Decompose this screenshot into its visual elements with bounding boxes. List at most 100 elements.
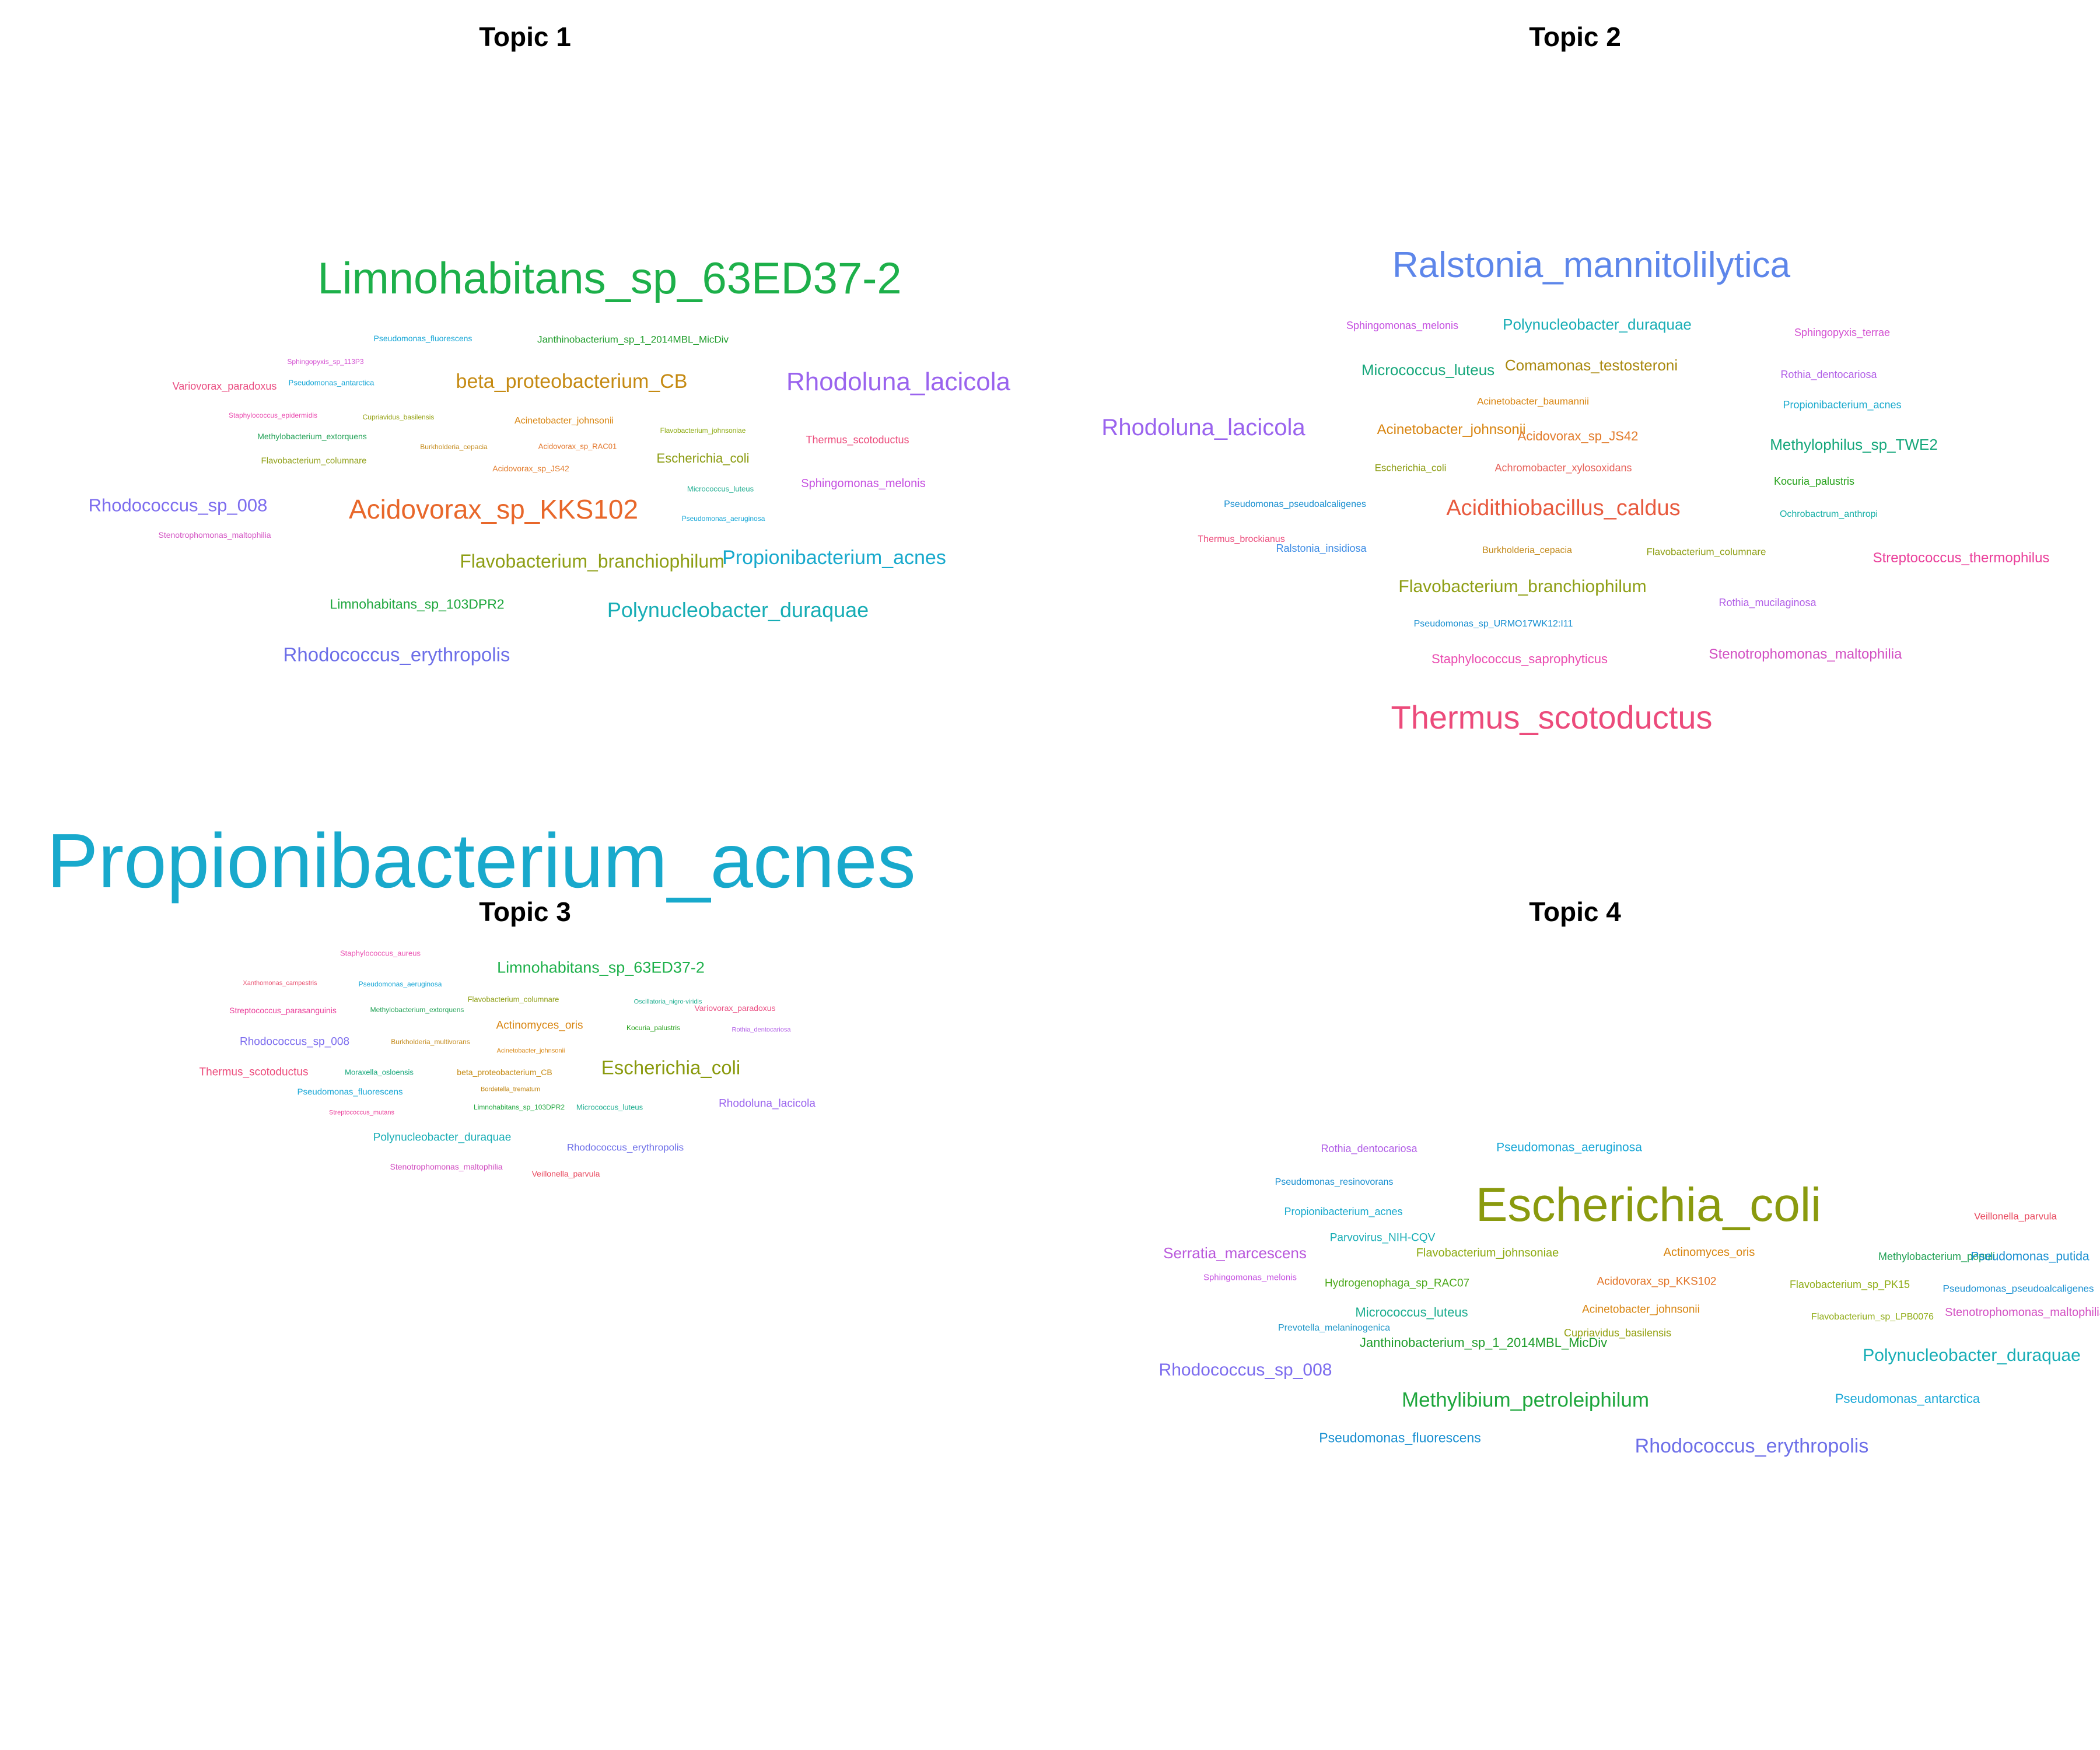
cloud-word: Acidovorax_sp_KKS102	[348, 494, 639, 524]
cloud-word: Flavobacterium_sp_PK15	[1789, 1279, 1910, 1290]
cloud-word: Oscillatoria_nigro-viridis	[634, 998, 702, 1006]
cloud-word: Prevotella_melaninogenica	[1278, 1323, 1391, 1333]
cloud-word: beta_proteobacterium_CB	[456, 370, 688, 393]
cloud-word: Rothia_mucilaginosa	[1718, 597, 1817, 608]
cloud-word: Micrococcus_luteus	[687, 484, 754, 494]
cloud-word: Methylobacterium_extorquens	[257, 432, 367, 441]
cloud-word: Pseudomonas_aeruginosa	[358, 980, 442, 988]
cloud-word: Sphingomonas_melonis	[1203, 1272, 1297, 1283]
cloud-word: Escherichia_coli	[1475, 1178, 1822, 1231]
cloud-word: Janthinobacterium_sp_1_2014MBL_MicDiv	[1359, 1335, 1608, 1350]
cloud-word: Acinetobacter_johnsonii	[1377, 422, 1526, 438]
cloud-word: Rhodoluna_lacicola	[719, 1097, 816, 1110]
cloud-word: Achromobacter_xylosoxidans	[1494, 462, 1632, 474]
cloud-word: Escherichia_coli	[1374, 462, 1447, 474]
cloud-word: Rhodococcus_sp_008	[1158, 1360, 1332, 1380]
cloud-word: Sphingomonas_melonis	[1346, 320, 1459, 331]
cloud-word: Janthinobacterium_sp_1_2014MBL_MicDiv	[537, 334, 729, 345]
cloud-word: Micrococcus_luteus	[576, 1102, 643, 1112]
cloud-word: Propionibacterium_acnes	[1284, 1206, 1403, 1217]
cloud-word: Methylobacterium_populi	[1878, 1251, 1996, 1262]
cloud-word: Pseudomonas_pseudoalcaligenes	[1224, 499, 1366, 509]
cloud-word: Methylibium_petroleiphilum	[1401, 1388, 1650, 1412]
word-cloud: Propionibacterium_acnes Staphylococcus_au…	[0, 822, 1050, 1750]
cloud-word: Polynucleobacter_duraquae	[1503, 316, 1692, 333]
cloud-word: Sphingopyxis_terrae	[1794, 327, 1891, 338]
cloud-word: Streptococcus_thermophilus	[1873, 550, 2050, 566]
cloud-word: Veillonella_parvula	[531, 1169, 600, 1178]
cloud-word: Propionibacterium_acnes	[722, 547, 946, 569]
cloud-word: Stenotrophomonas_maltophilia	[158, 530, 271, 540]
cloud-word: Actinomyces_oris	[1663, 1246, 1755, 1259]
cloud-word: Streptococcus_parasanguinis	[229, 1006, 337, 1015]
cloud-word: Limnohabitans_sp_103DPR2	[330, 596, 505, 612]
cloud-word: Flavobacterium_johnsoniae	[660, 426, 746, 435]
topic-panel-3: Topic 3 Propionibacterium_acnes Staphyloc…	[0, 822, 1050, 1750]
cloud-word: Staphylococcus_aureus	[340, 949, 421, 958]
cloud-word: Thermus_brockianus	[1198, 534, 1285, 544]
cloud-word: Stenotrophomonas_maltophilia	[390, 1162, 503, 1171]
cloud-word: Micrococcus_luteus	[1355, 1305, 1468, 1320]
cloud-word: Pseudomonas_antarctica	[288, 378, 374, 387]
cloud-word: Acidithiobacillus_caldus	[1446, 496, 1681, 520]
cloud-word: Pseudomonas_antarctica	[1835, 1391, 1980, 1406]
cloud-word: Rhodococcus_sp_008	[239, 1035, 350, 1048]
cloud-word: Polynucleobacter_duraquae	[1863, 1346, 2081, 1365]
cloud-word: Burkholderia_multivorans	[391, 1038, 470, 1046]
cloud-word: Rothia_dentocariosa	[1321, 1143, 1418, 1154]
cloud-word: Acidovorax_sp_KKS102	[1597, 1275, 1717, 1288]
cloud-word: Serratia_marcescens	[1163, 1244, 1307, 1262]
cloud-word: Acidovorax_sp_RAC01	[538, 442, 617, 451]
cloud-word: Pseudomonas_aeruginosa	[1496, 1140, 1642, 1154]
cloud-word: Rhodoluna_lacicola	[786, 368, 1011, 396]
cloud-word: Rothia_dentocariosa	[1780, 369, 1877, 380]
cloud-word: Pseudomonas_fluorescens	[297, 1087, 403, 1097]
cloud-word: Variovorax_paradoxus	[694, 1003, 776, 1013]
cloud-word: Limnohabitans_sp_63ED37-2	[317, 254, 902, 303]
cloud-word: Polynucleobacter_duraquae	[607, 598, 869, 622]
cloud-word: Ochrobactrum_anthropi	[1779, 509, 1878, 519]
word-cloud: Ralstonia_mannitolilytica Sphingomonas_me…	[1050, 0, 2100, 875]
cloud-word: Ralstonia_mannitolilytica	[1392, 245, 1791, 285]
cloud-word: Burkholderia_cepacia	[1482, 545, 1572, 555]
panel-title: Topic 1	[479, 22, 571, 52]
cloud-word: Rhodococcus_erythropolis	[1634, 1435, 1869, 1457]
cloud-word: Flavobacterium_sp_LPB0076	[1811, 1312, 1934, 1322]
cloud-word: Flavobacterium_columnare	[261, 456, 367, 466]
cloud-word: Hydrogenophaga_sp_RAC07	[1324, 1277, 1470, 1290]
cloud-word: Staphylococcus_epidermidis	[228, 411, 318, 419]
cloud-word: Flavobacterium_branchiophilum	[460, 551, 724, 572]
cloud-word: Micrococcus_luteus	[1361, 361, 1495, 379]
cloud-word: Sphingomonas_melonis	[801, 477, 926, 490]
cloud-word: Cupriavidus_basilensis	[1563, 1327, 1672, 1339]
cloud-word: Pseudomonas_putida	[1971, 1250, 2090, 1264]
cloud-word: Comamonas_testosteroni	[1504, 356, 1678, 374]
word-cloud: Rothia_dentocariosa Pseudomonas_aeruginos…	[1050, 875, 2100, 1750]
cloud-word: Rhodoluna_lacicola	[1101, 415, 1306, 440]
cloud-word: Veillonella_parvula	[1974, 1210, 2057, 1222]
cloud-word: Methylobacterium_extorquens	[370, 1006, 464, 1014]
panel-title: Topic 4	[1529, 897, 1621, 927]
topic-panel-2: Topic 2 Ralstonia_mannitolilytica Sphingo…	[1050, 0, 2100, 875]
cloud-word: Pseudomonas_resinovorans	[1275, 1177, 1394, 1187]
cloud-word: Kocuria_palustris	[626, 1024, 681, 1032]
cloud-word: Staphylococcus_saprophyticus	[1431, 652, 1608, 666]
cloud-word: Cupriavidus_basilensis	[362, 413, 435, 421]
cloud-word: Streptococcus_mutans	[329, 1109, 394, 1116]
cloud-word: Pseudomonas_aeruginosa	[681, 514, 765, 523]
cloud-word: Stenotrophomonas_maltophilia	[1709, 646, 1902, 662]
cloud-word: Xanthomonas_campestris	[243, 979, 317, 987]
cloud-word: Variovorax_paradoxus	[172, 380, 277, 392]
cloud-word: Thermus_scotoductus	[806, 434, 909, 446]
cloud-word: Rothia_dentocariosa	[732, 1026, 791, 1034]
cloud-word: Propionibacterium_acnes	[47, 818, 916, 904]
cloud-word: Burkholderia_cepacia	[420, 443, 488, 451]
cloud-word: Propionibacterium_acnes	[1783, 399, 1902, 411]
cloud-word: Escherichia_coli	[601, 1056, 741, 1079]
cloud-word: Flavobacterium_columnare	[1646, 546, 1766, 558]
cloud-word: Acidovorax_sp_JS42	[1517, 429, 1639, 443]
cloud-word: Methylophilus_sp_TWE2	[1770, 436, 1938, 453]
cloud-word: Stenotrophomonas_maltophilia	[1945, 1306, 2100, 1319]
cloud-word: Acinetobacter_johnsonii	[514, 416, 614, 426]
cloud-word: Moraxella_osloensis	[345, 1068, 414, 1077]
